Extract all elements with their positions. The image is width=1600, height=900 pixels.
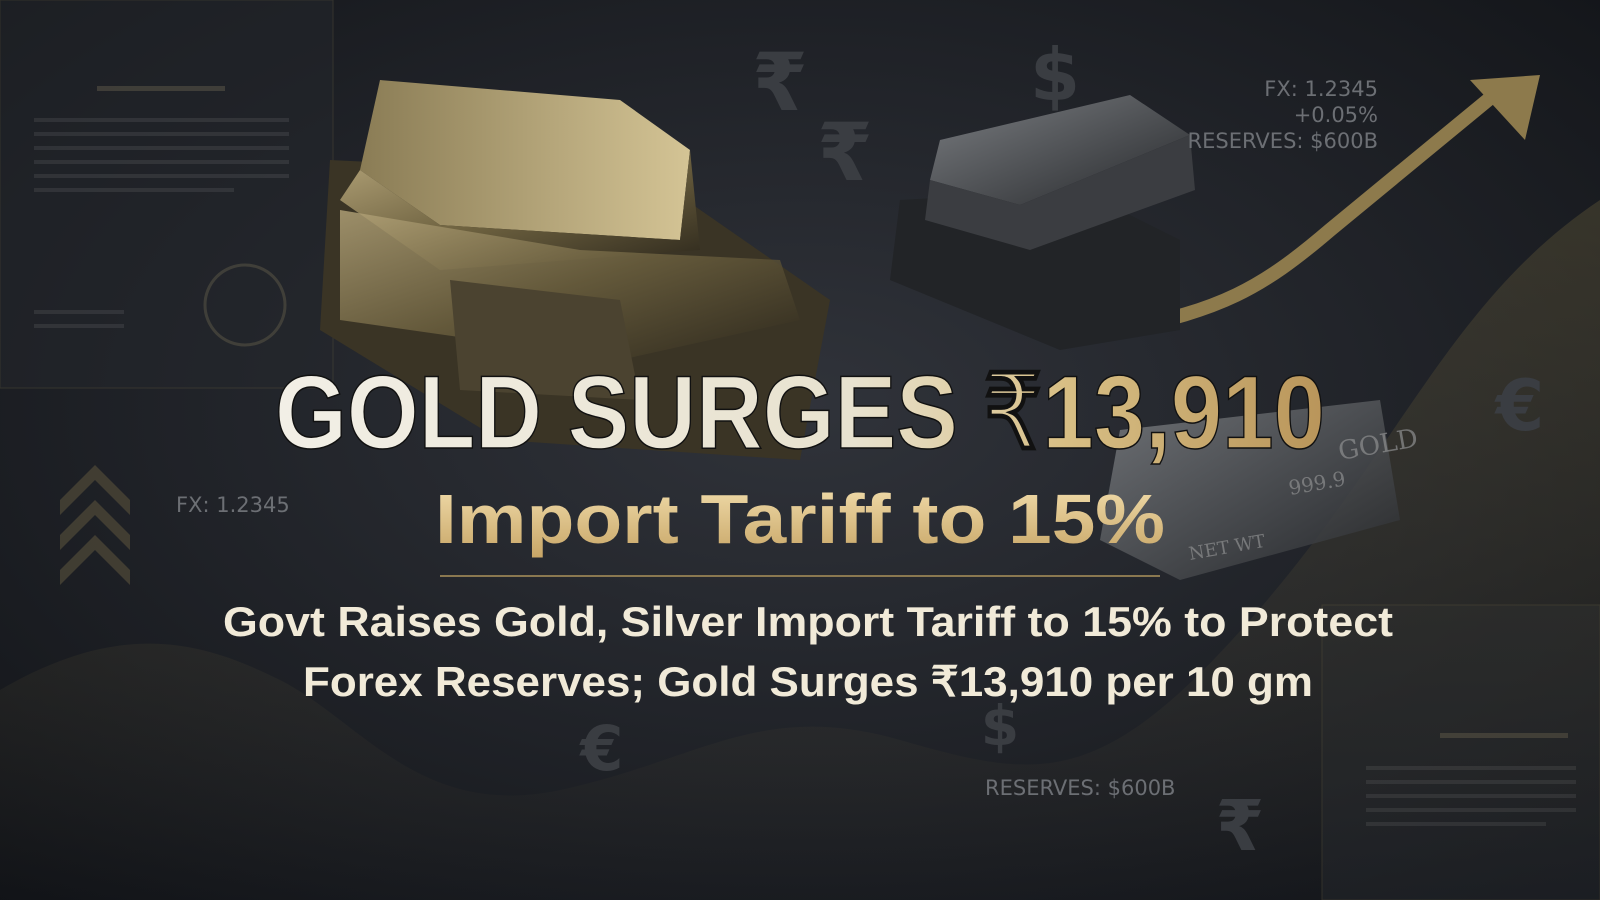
headline: GOLD SURGES ₹13,910 Import Tariff to 15%… bbox=[223, 354, 1393, 705]
gold-bars bbox=[320, 80, 830, 460]
currency-symbol: ₹ bbox=[752, 36, 808, 129]
currency-symbol: ₹ bbox=[817, 106, 873, 199]
ticker: FX: 1.2345 bbox=[176, 493, 290, 517]
headline-subtitle: Import Tariff to 15% bbox=[435, 480, 1165, 558]
ticker: +0.05% bbox=[1294, 103, 1378, 127]
currency-symbol: $ bbox=[981, 694, 1019, 758]
ticker: RESERVES: $600B bbox=[985, 776, 1175, 800]
area-chart bbox=[0, 200, 1600, 900]
document-left bbox=[0, 0, 334, 389]
currency-symbol: € bbox=[578, 712, 623, 785]
currency-symbol: $ bbox=[1030, 33, 1080, 117]
headline-description: Govt Raises Gold, Silver Import Tariff t… bbox=[223, 598, 1393, 645]
headline-description: Forex Reserves; Gold Surges ₹13,910 per … bbox=[303, 658, 1313, 705]
currency-symbol: ₹ bbox=[1216, 785, 1265, 867]
arrow-head bbox=[1470, 75, 1540, 140]
ticker: FX: 1.2345 bbox=[1264, 77, 1378, 101]
ticker: RESERVES: $600B bbox=[1188, 129, 1378, 153]
headline-title: GOLD SURGES ₹13,910 bbox=[275, 355, 1325, 471]
chevrons bbox=[60, 465, 130, 585]
currency-symbol: € bbox=[1494, 365, 1545, 447]
divider bbox=[440, 575, 1160, 577]
silver-bars bbox=[890, 95, 1400, 580]
